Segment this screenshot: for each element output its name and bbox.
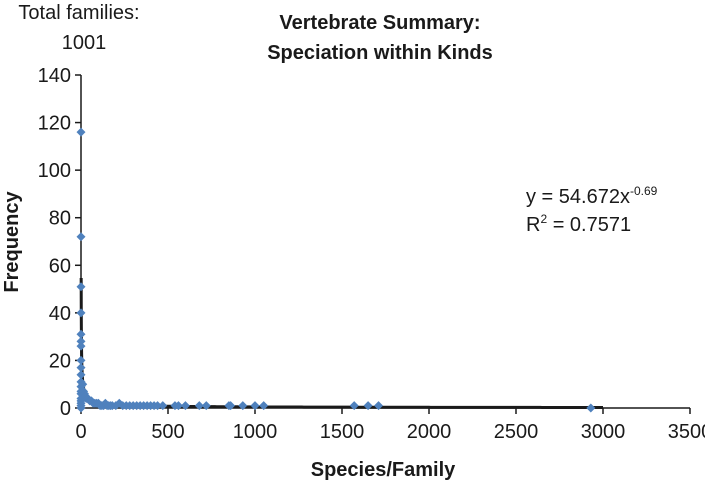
r-squared-value: = 0.7571 [547, 214, 631, 236]
y-tick-label: 40 [49, 303, 71, 325]
x-tick-label: 2500 [494, 421, 539, 443]
trendline [79, 277, 603, 409]
trendline-equation-base: y = 54.672x [526, 186, 630, 208]
data-point [76, 127, 86, 137]
data-point [76, 308, 86, 318]
x-axis-label: Species/Family [311, 459, 456, 481]
data-point [194, 401, 204, 411]
y-tick-label: 120 [38, 113, 71, 135]
data-points [76, 127, 596, 413]
data-point [173, 401, 183, 411]
y-tick-label: 100 [38, 160, 71, 182]
y-tick-label: 20 [49, 350, 71, 372]
data-point [76, 282, 86, 292]
data-point [259, 401, 269, 411]
data-point [76, 336, 86, 346]
y-axis-label: Frequency [1, 191, 23, 293]
data-point [76, 341, 86, 351]
y-axis-ticks: 0 20 40 60 80 100 120 140 [38, 65, 81, 420]
x-tick-label: 500 [151, 421, 184, 443]
x-axis-ticks: 0 500 1000 1500 2000 2500 3000 3500 [75, 408, 705, 443]
trendline-equation-exponent: -0.69 [630, 184, 658, 198]
x-tick-label: 1500 [320, 421, 365, 443]
data-point [153, 401, 163, 411]
total-families-label: Total families: [18, 2, 139, 24]
x-tick-label: 1000 [233, 421, 278, 443]
x-tick-label: 3000 [581, 421, 626, 443]
data-point [158, 401, 168, 411]
y-tick-label: 80 [49, 208, 71, 230]
data-point [363, 401, 373, 411]
x-tick-label: 0 [75, 421, 86, 443]
y-tick-label: 60 [49, 255, 71, 277]
data-point [76, 232, 86, 242]
y-tick-label: 140 [38, 65, 71, 87]
data-point [201, 401, 211, 411]
r-squared-superscript: 2 [540, 212, 547, 226]
data-point [238, 401, 248, 411]
data-point [76, 355, 86, 365]
chart-title-line1: Vertebrate Summary: [279, 12, 480, 34]
data-point [374, 401, 384, 411]
r-squared-label: R [526, 214, 540, 236]
data-point [78, 379, 88, 389]
data-point [76, 329, 86, 339]
data-point [586, 403, 596, 413]
data-point [76, 403, 86, 413]
y-tick-label: 0 [60, 398, 71, 420]
x-tick-label: 2000 [407, 421, 452, 443]
data-point [250, 401, 260, 411]
data-point [180, 401, 190, 411]
x-tick-label: 3500 [668, 421, 705, 443]
trendline-r-squared: R2 = 0.7571 [526, 212, 631, 236]
data-point [226, 401, 236, 411]
data-point [76, 370, 86, 380]
total-families-value: 1001 [62, 32, 107, 54]
chart-title-line2: Speciation within Kinds [267, 42, 493, 64]
trendline-equation: y = 54.672x-0.69 [526, 184, 658, 208]
data-point [349, 401, 359, 411]
data-point [76, 363, 86, 373]
